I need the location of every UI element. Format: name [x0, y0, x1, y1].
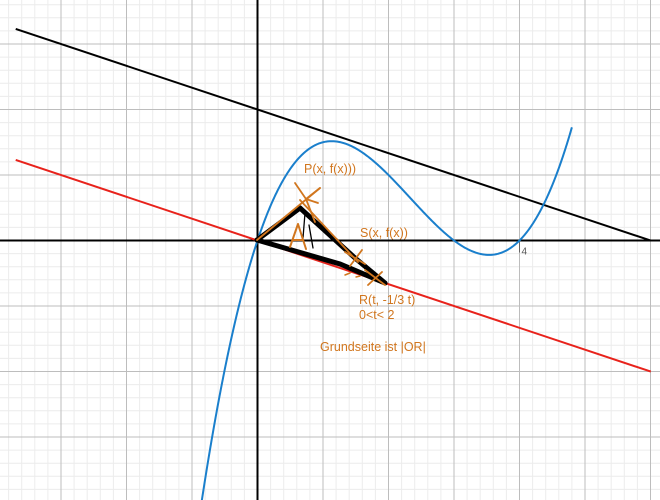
height-marker-a: [289, 223, 307, 250]
triangle-base-or: [254, 237, 388, 286]
cross-r: [364, 269, 386, 286]
triangle-strokes: [254, 205, 388, 286]
label-point-r: R(t, -1/3 t): [359, 293, 415, 307]
label-point-s: S(x, f(x)): [360, 226, 408, 240]
cubic-curve: [200, 127, 573, 500]
triangle-inner-hint: [302, 212, 314, 249]
label-point-p: P(x, f(x))): [304, 162, 356, 176]
dash-marks: [344, 272, 361, 278]
x-tick-label-4: 4: [522, 247, 528, 258]
label-base: Grundseite ist |OR|: [320, 340, 426, 354]
baseline-line: [15, 158, 652, 373]
tangent-line: [15, 27, 652, 242]
label-t-range: 0<t< 2: [359, 308, 394, 322]
orange-construction: [256, 182, 386, 286]
cross-s: [344, 249, 366, 267]
ray-ps: [299, 199, 359, 263]
